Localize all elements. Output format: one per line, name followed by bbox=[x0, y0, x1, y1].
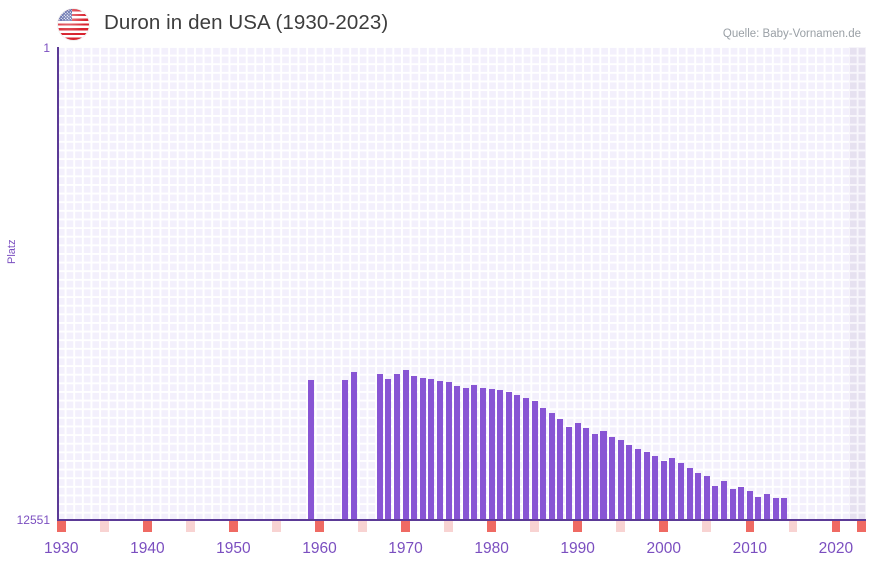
x-tick-label-2000: 2000 bbox=[646, 540, 681, 557]
x-tick-mark-1975 bbox=[444, 521, 453, 532]
bar-1964[interactable] bbox=[350, 371, 357, 519]
bar-2009[interactable] bbox=[738, 487, 745, 519]
y-axis-title: Platz bbox=[6, 239, 18, 264]
bar-1990[interactable] bbox=[574, 423, 581, 519]
bar-1979[interactable] bbox=[480, 387, 487, 519]
bar-2001[interactable] bbox=[669, 458, 676, 519]
x-axis-line bbox=[57, 519, 866, 521]
y-axis-tick-bottom: 12551 bbox=[16, 513, 50, 527]
x-tick-mark-1990 bbox=[573, 521, 582, 532]
bar-1974[interactable] bbox=[436, 380, 443, 519]
source-credit: Quelle: Baby-Vornamen.de bbox=[722, 28, 861, 40]
x-tick-mark-1940 bbox=[143, 521, 152, 532]
us-flag-icon bbox=[58, 9, 89, 40]
x-tick-mark-1970 bbox=[401, 521, 410, 532]
bar-2013[interactable] bbox=[772, 498, 779, 519]
x-tick-mark-1980 bbox=[487, 521, 496, 532]
x-tick-mark-2023 bbox=[857, 521, 866, 532]
bar-2006[interactable] bbox=[712, 486, 719, 519]
bar-1959[interactable] bbox=[307, 380, 314, 519]
bar-1993[interactable] bbox=[600, 430, 607, 519]
bar-1981[interactable] bbox=[497, 389, 504, 519]
bar-1994[interactable] bbox=[609, 437, 616, 519]
bar-1978[interactable] bbox=[471, 385, 478, 519]
x-tick-mark-2005 bbox=[702, 521, 712, 532]
bar-1968[interactable] bbox=[385, 378, 392, 519]
x-tick-label-1990: 1990 bbox=[560, 540, 595, 557]
bar-1991[interactable] bbox=[583, 428, 590, 519]
bars-layer bbox=[57, 47, 866, 519]
y-axis-tick-top: 1 bbox=[43, 41, 50, 55]
bar-1987[interactable] bbox=[548, 412, 555, 519]
chart-header: Duron in den USA (1930-2023) Quelle: Bab… bbox=[0, 0, 873, 46]
bar-1983[interactable] bbox=[514, 395, 521, 519]
bar-2003[interactable] bbox=[686, 468, 693, 519]
plot-area bbox=[57, 47, 866, 519]
bar-1986[interactable] bbox=[540, 408, 547, 519]
bar-1989[interactable] bbox=[566, 426, 573, 519]
bar-1973[interactable] bbox=[428, 379, 435, 519]
bar-2002[interactable] bbox=[677, 462, 684, 519]
bar-1996[interactable] bbox=[626, 444, 633, 519]
bar-2010[interactable] bbox=[746, 490, 753, 519]
bar-1980[interactable] bbox=[488, 389, 495, 519]
x-tick-mark-1955 bbox=[272, 521, 281, 532]
plot-shaded-region bbox=[848, 47, 866, 519]
bar-2007[interactable] bbox=[720, 480, 727, 519]
x-tick-mark-2015 bbox=[788, 521, 798, 532]
flag-canton bbox=[58, 9, 72, 21]
bar-2008[interactable] bbox=[729, 489, 736, 519]
bar-1999[interactable] bbox=[652, 456, 659, 519]
x-tick-mark-2010 bbox=[745, 521, 755, 532]
page-title: Duron in den USA (1930-2023) bbox=[104, 11, 389, 34]
bar-1975[interactable] bbox=[445, 382, 452, 519]
x-tick-mark-1985 bbox=[530, 521, 539, 532]
bar-1992[interactable] bbox=[591, 433, 598, 519]
x-tick-label-1940: 1940 bbox=[130, 540, 165, 557]
x-tick-mark-1950 bbox=[229, 521, 238, 532]
bar-1972[interactable] bbox=[419, 377, 426, 519]
x-tick-label-2020: 2020 bbox=[818, 540, 854, 557]
x-tick-mark-1930 bbox=[57, 521, 66, 532]
x-tick-mark-1935 bbox=[100, 521, 109, 532]
x-tick-mark-2020 bbox=[831, 521, 841, 532]
bar-1969[interactable] bbox=[393, 374, 400, 519]
x-tick-mark-1995 bbox=[616, 521, 625, 532]
plot-grid-background bbox=[57, 47, 866, 519]
bar-1985[interactable] bbox=[531, 401, 538, 519]
y-axis-line bbox=[57, 47, 59, 519]
bar-1963[interactable] bbox=[342, 380, 349, 519]
bar-2000[interactable] bbox=[660, 460, 667, 519]
bar-2004[interactable] bbox=[695, 472, 702, 519]
bar-1995[interactable] bbox=[617, 440, 624, 519]
bar-1970[interactable] bbox=[402, 370, 409, 519]
flag-gloss bbox=[58, 9, 89, 40]
bar-1997[interactable] bbox=[634, 449, 641, 519]
x-tick-label-1980: 1980 bbox=[474, 540, 509, 557]
bar-1984[interactable] bbox=[523, 398, 530, 519]
x-tick-mark-2000 bbox=[659, 521, 669, 532]
x-tick-label-2010: 2010 bbox=[732, 540, 768, 557]
x-tick-label-1950: 1950 bbox=[216, 540, 251, 557]
bar-1998[interactable] bbox=[643, 452, 650, 519]
bar-1982[interactable] bbox=[505, 392, 512, 519]
x-tick-mark-1965 bbox=[358, 521, 367, 532]
bar-2012[interactable] bbox=[764, 493, 771, 519]
bar-2014[interactable] bbox=[781, 497, 788, 519]
bar-1977[interactable] bbox=[462, 388, 469, 519]
bar-1967[interactable] bbox=[376, 374, 383, 519]
bar-2005[interactable] bbox=[703, 475, 710, 519]
bar-1976[interactable] bbox=[454, 386, 461, 519]
bar-1971[interactable] bbox=[411, 376, 418, 519]
bar-2011[interactable] bbox=[755, 496, 762, 519]
x-tick-mark-1960 bbox=[315, 521, 324, 532]
bar-1988[interactable] bbox=[557, 419, 564, 519]
x-tick-label-1970: 1970 bbox=[388, 540, 423, 557]
x-tick-mark-1945 bbox=[186, 521, 195, 532]
x-tick-label-1930: 1930 bbox=[44, 540, 79, 557]
x-tick-label-1960: 1960 bbox=[302, 540, 337, 557]
